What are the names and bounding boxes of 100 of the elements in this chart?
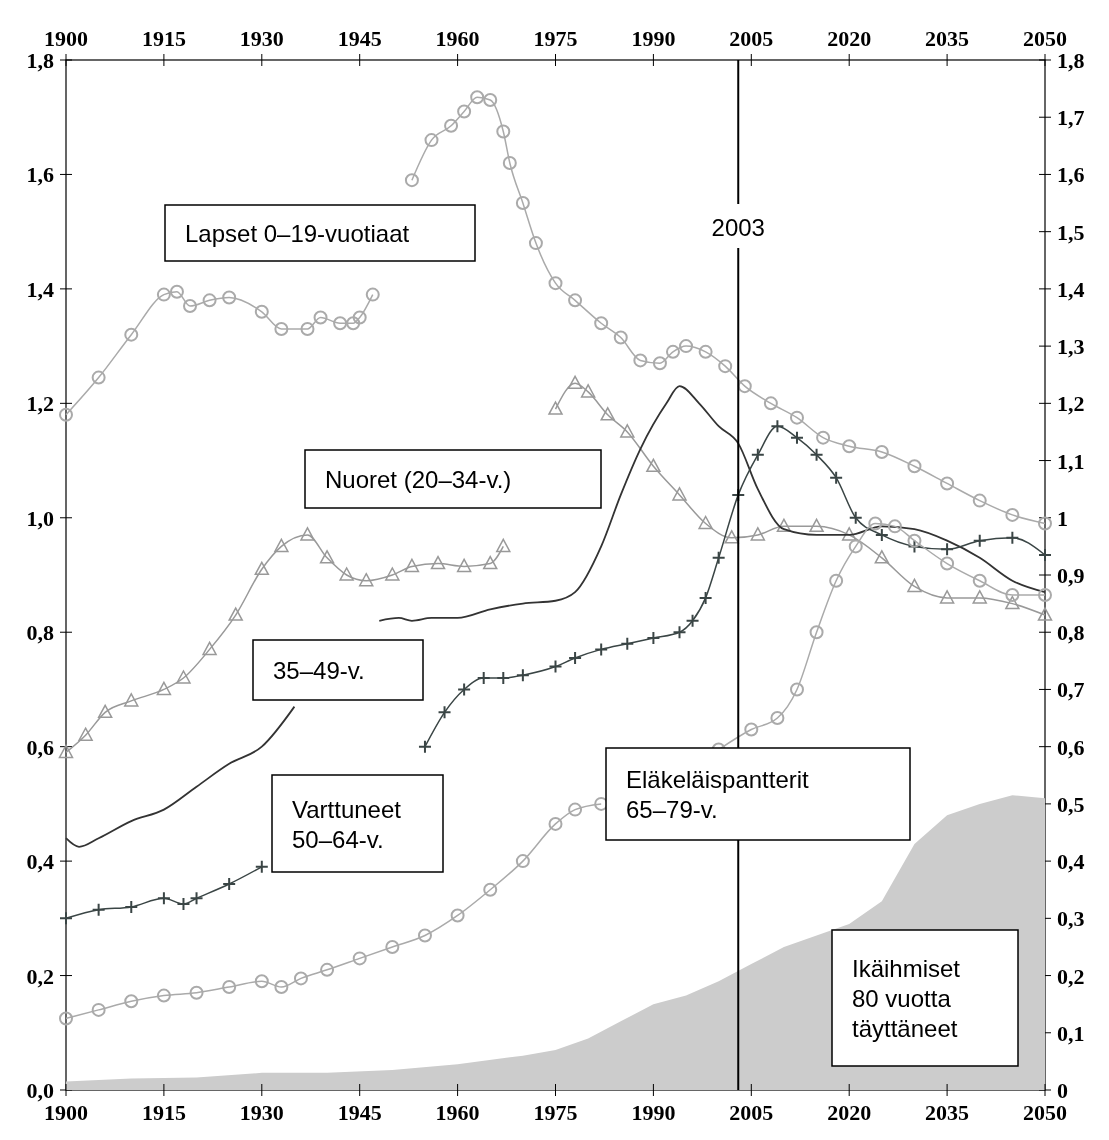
- point: [724, 530, 739, 544]
- series-label: Nuoret (20–34-v.): [325, 466, 512, 493]
- point: [972, 590, 987, 604]
- y2-tick-label: 1,2: [1057, 391, 1085, 417]
- ref-line-label: 2003: [711, 214, 765, 241]
- point: [91, 902, 106, 917]
- y2-tick-label: 0: [1057, 1078, 1068, 1103]
- x2-tick-label: 1945: [337, 1100, 382, 1125]
- point: [470, 90, 485, 105]
- x-tick-label: 2050: [1023, 26, 1067, 51]
- point: [254, 304, 269, 319]
- x2-tick-label: 2050: [1023, 1100, 1067, 1125]
- point: [59, 911, 73, 926]
- point: [528, 236, 543, 251]
- point: [848, 539, 863, 554]
- point: [1038, 547, 1052, 562]
- point: [476, 671, 491, 685]
- y-tick-label: 1,4: [26, 276, 54, 302]
- point: [874, 527, 889, 542]
- point: [437, 705, 452, 720]
- point: [300, 321, 315, 336]
- point: [97, 704, 113, 719]
- x-tick-label: 1975: [533, 26, 578, 51]
- x-tick-label: 1960: [435, 26, 480, 51]
- y2-tick-label: 0,7: [1057, 677, 1085, 703]
- point: [829, 470, 844, 485]
- point: [385, 939, 400, 954]
- point: [457, 104, 472, 119]
- y-tick-label: 1,0: [26, 505, 54, 531]
- point: [711, 550, 726, 565]
- point: [594, 642, 609, 657]
- point: [679, 339, 694, 354]
- point: [548, 659, 563, 674]
- series-label: Lapset 0–19-vuotiaat: [185, 220, 410, 247]
- y-tick-label: 1,8: [26, 48, 54, 73]
- y2-tick-label: 0,2: [1057, 963, 1085, 989]
- point: [646, 630, 661, 645]
- point: [868, 516, 883, 531]
- point: [907, 533, 922, 548]
- point: [770, 419, 785, 434]
- point: [365, 287, 380, 302]
- point: [176, 670, 191, 684]
- point: [444, 118, 459, 133]
- x2-tick-label: 1930: [239, 1100, 284, 1125]
- x-tick-label: 2035: [925, 26, 970, 51]
- point: [600, 407, 615, 421]
- point: [254, 561, 270, 576]
- x2-tick-label: 2005: [729, 1100, 774, 1125]
- point: [189, 891, 204, 906]
- point: [404, 173, 419, 188]
- y2-tick-label: 1,8: [1057, 48, 1085, 73]
- point: [254, 974, 269, 989]
- x2-tick-label: 1990: [631, 1100, 676, 1125]
- y2-tick-label: 1,4: [1057, 276, 1085, 302]
- y2-tick-label: 1,3: [1057, 334, 1085, 360]
- y2-tick-label: 1,6: [1057, 162, 1085, 188]
- point: [58, 744, 74, 759]
- point: [789, 430, 804, 445]
- point: [352, 951, 367, 966]
- y2-tick-label: 1,7: [1057, 105, 1085, 131]
- point: [776, 518, 792, 533]
- point: [972, 533, 987, 548]
- point: [352, 310, 367, 325]
- point: [483, 93, 498, 108]
- x-tick-label: 1915: [141, 26, 186, 51]
- y2-tick-label: 0,4: [1057, 849, 1085, 875]
- point: [515, 854, 530, 869]
- point: [940, 556, 955, 571]
- point: [698, 590, 713, 605]
- point: [939, 590, 955, 604]
- point: [646, 458, 661, 473]
- x-tick-label: 1930: [239, 26, 284, 51]
- point: [620, 424, 635, 438]
- point: [417, 928, 432, 943]
- point: [202, 293, 217, 308]
- point: [320, 962, 335, 977]
- point: [789, 682, 804, 697]
- x2-tick-label: 2035: [925, 1100, 970, 1125]
- point: [887, 519, 902, 534]
- point: [222, 980, 237, 994]
- point: [274, 321, 289, 336]
- point: [567, 375, 583, 390]
- y2-tick-label: 0,8: [1057, 620, 1085, 646]
- point: [91, 1002, 106, 1017]
- x-tick-label: 1990: [631, 26, 676, 51]
- point: [940, 476, 955, 491]
- point: [620, 636, 635, 651]
- point: [1037, 607, 1053, 621]
- point: [358, 572, 374, 587]
- point: [456, 558, 472, 573]
- point: [750, 527, 766, 541]
- point: [156, 681, 172, 696]
- y2-tick-label: 0,1: [1057, 1020, 1085, 1046]
- point: [202, 641, 217, 656]
- point: [424, 133, 439, 148]
- y2-tick-label: 0,9: [1057, 563, 1085, 588]
- point: [300, 527, 315, 541]
- point: [169, 284, 184, 299]
- point: [515, 196, 530, 211]
- point: [502, 156, 517, 170]
